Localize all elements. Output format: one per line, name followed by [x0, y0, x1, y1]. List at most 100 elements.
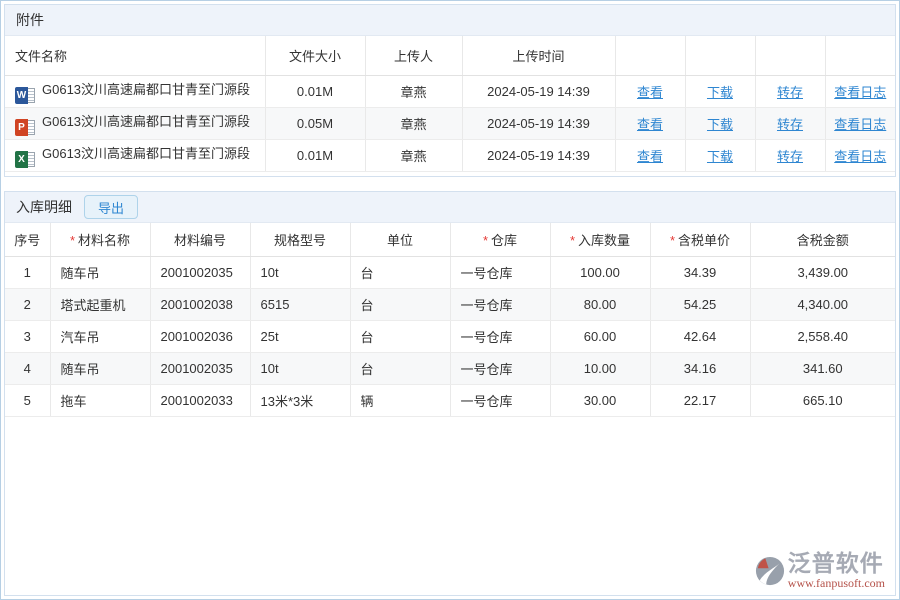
view-log-link[interactable]: 查看日志 — [834, 148, 887, 164]
warehouse-cell: 一号仓库 — [450, 288, 551, 321]
view-link[interactable]: 查看 — [636, 84, 663, 100]
attachments-panel-title: 附件 — [16, 12, 44, 28]
inbound-col-header-7: * 含税单价 — [650, 223, 751, 257]
material-code-cell: 2001002033 — [150, 384, 251, 417]
no-cell: 5 — [5, 384, 51, 417]
unit-cell: 辆 — [350, 384, 451, 417]
file-name-cell: X G0613汶川高速扁都口甘青至门源段 — [5, 139, 266, 172]
inbound-col-header-2: 材料编号 — [150, 223, 251, 257]
unit-cell: 台 — [350, 352, 451, 385]
material-code-cell: 2001002038 — [150, 288, 251, 321]
action-cell: 下载 — [685, 107, 756, 140]
spec-cell: 25t — [250, 320, 351, 353]
download-link[interactable]: 下载 — [706, 148, 733, 164]
file-uploader-cell: 章燕 — [365, 139, 463, 172]
no-cell: 3 — [5, 320, 51, 353]
view-link[interactable]: 查看 — [636, 148, 663, 164]
unit-cell: 台 — [350, 256, 451, 289]
attachments-col-header-7 — [825, 36, 895, 76]
amount-cell: 3,439.00 — [750, 256, 895, 289]
transfer-link[interactable]: 转存 — [776, 116, 803, 132]
no-cell: 2 — [5, 288, 51, 321]
attachments-table: 文件名称 文件大小 上传人 上传时间 W G0613汶川高速扁都口甘青至门源段 0.01M… — [5, 36, 895, 172]
unit-price-cell: 54.25 — [650, 288, 751, 321]
inbound-col-header-5: * 仓库 — [450, 223, 551, 257]
word-icon: W — [15, 86, 35, 104]
warehouse-cell: 一号仓库 — [450, 352, 551, 385]
spec-cell: 10t — [250, 352, 351, 385]
spec-cell: 13米*3米 — [250, 384, 351, 417]
action-cell: 转存 — [755, 107, 826, 140]
view-log-link[interactable]: 查看日志 — [834, 84, 887, 100]
file-size-cell: 0.05M — [265, 107, 366, 140]
attachment-row: W G0613汶川高速扁都口甘青至门源段 0.01M 章燕 2024-05-19 14:… — [5, 75, 895, 108]
material-name-cell: 随车吊 — [50, 352, 151, 385]
export-button[interactable]: 导出 — [84, 195, 139, 219]
inbound-row: 4 随车吊 2001002035 10t 台一号仓库 10.00 34.16 341.60 — [5, 352, 895, 385]
quantity-cell: 100.00 — [550, 256, 651, 289]
attachments-col-header-3: 上传时间 — [462, 36, 616, 76]
unit-cell: 台 — [350, 320, 451, 353]
amount-cell: 665.10 — [750, 384, 895, 417]
attachments-panel-header: 附件 — [5, 5, 895, 36]
file-time-cell: 2024-05-19 14:39 — [462, 107, 616, 140]
file-name: G0613汶川高速扁都口甘青至门源段 — [42, 145, 251, 161]
unit-price-cell: 34.16 — [650, 352, 751, 385]
vendor-watermark-text: 泛普软件 www.fanpusoft.com — [787, 550, 885, 590]
download-link[interactable]: 下载 — [706, 116, 733, 132]
attachments-col-header-1: 文件大小 — [265, 36, 366, 76]
inbound-row: 3 汽车吊 2001002036 25t 台一号仓库 60.00 42.64 2,558.40 — [5, 320, 895, 353]
inbound-table: 序号 * 材料名称 材料编号 规格型号 单位 * 仓库 * 入库数量 * 含税单价 含税金额 1 随车吊 2… — [5, 223, 895, 417]
spec-cell: 6515 — [250, 288, 351, 321]
download-link[interactable]: 下载 — [706, 84, 733, 100]
unit-cell: 台 — [350, 288, 451, 321]
file-time-cell: 2024-05-19 14:39 — [462, 75, 616, 108]
file-size-cell: 0.01M — [265, 75, 366, 108]
attachments-col-header-4 — [615, 36, 686, 76]
attachments-panel: 附件 文件名称 文件大小 上传人 上传时间 W G0613汶川高速扁都口甘青至门源段 0.… — [4, 4, 896, 177]
view-log-link[interactable]: 查看日志 — [834, 116, 887, 132]
quantity-cell: 30.00 — [550, 384, 651, 417]
vendor-brand: 泛普软件 — [787, 550, 884, 576]
required-asterisk: * — [569, 232, 576, 248]
material-name-cell: 塔式起重机 — [50, 288, 151, 321]
unit-price-cell: 22.17 — [650, 384, 751, 417]
action-cell: 转存 — [755, 139, 826, 172]
material-name-cell: 拖车 — [50, 384, 151, 417]
file-time-cell: 2024-05-19 14:39 — [462, 139, 616, 172]
inbound-panel: 入库明细 导出 序号 * 材料名称 材料编号 规格型号 单位 * 仓库 * 入库数量 * 含税单价 含税… — [4, 191, 896, 596]
warehouse-cell: 一号仓库 — [450, 320, 551, 353]
required-asterisk: * — [482, 232, 489, 248]
action-cell: 下载 — [685, 75, 756, 108]
amount-cell: 341.60 — [750, 352, 895, 385]
material-code-cell: 2001002035 — [150, 256, 251, 289]
amount-cell: 4,340.00 — [750, 288, 895, 321]
vendor-watermark: 泛普软件 www.fanpusoft.com — [755, 552, 885, 589]
unit-price-cell: 34.39 — [650, 256, 751, 289]
file-size-cell: 0.01M — [265, 139, 366, 172]
quantity-cell: 80.00 — [550, 288, 651, 321]
inbound-col-header-3: 规格型号 — [250, 223, 351, 257]
transfer-link[interactable]: 转存 — [776, 84, 803, 100]
file-name-cell: W G0613汶川高速扁都口甘青至门源段 — [5, 75, 266, 108]
inbound-col-header-4: 单位 — [350, 223, 451, 257]
amount-cell: 2,558.40 — [750, 320, 895, 353]
attachments-col-header-5 — [685, 36, 756, 76]
attachment-row: X G0613汶川高速扁都口甘青至门源段 0.01M 章燕 2024-05-19 14:… — [5, 139, 895, 172]
file-name: G0613汶川高速扁都口甘青至门源段 — [42, 113, 251, 129]
inbound-col-header-6: * 入库数量 — [550, 223, 651, 257]
unit-price-cell: 42.64 — [650, 320, 751, 353]
view-link[interactable]: 查看 — [636, 116, 663, 132]
material-code-cell: 2001002036 — [150, 320, 251, 353]
required-asterisk: * — [669, 232, 676, 248]
vendor-logo-icon — [755, 556, 784, 585]
quantity-cell: 60.00 — [550, 320, 651, 353]
excel-icon: X — [15, 150, 35, 168]
transfer-link[interactable]: 转存 — [776, 148, 803, 164]
material-code-cell: 2001002035 — [150, 352, 251, 385]
action-cell: 查看 — [615, 75, 686, 108]
action-cell: 转存 — [755, 75, 826, 108]
file-uploader-cell: 章燕 — [365, 107, 463, 140]
material-name-cell: 汽车吊 — [50, 320, 151, 353]
